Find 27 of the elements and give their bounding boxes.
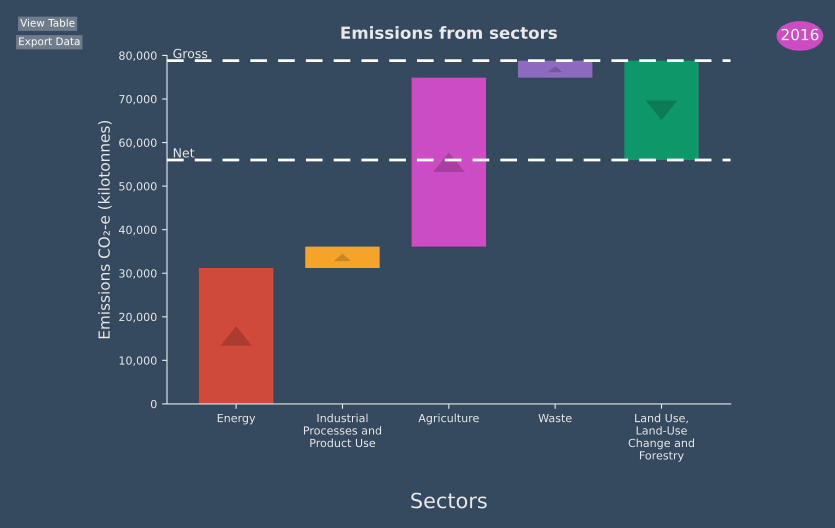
x-tick-label: Agriculture: [418, 414, 479, 424]
text: View Table: [20, 18, 75, 27]
y-tick-label: 20,000: [119, 312, 157, 322]
y-tick-label: 30,000: [119, 269, 157, 279]
y-tick-label: 40,000: [118, 226, 157, 236]
x-tick-label: Waste: [538, 414, 572, 422]
x-tick-label: Industrial Processes and Product Use: [304, 414, 382, 448]
y-tick-label: 50,000: [119, 182, 157, 192]
y-tick-label: 0: [150, 400, 157, 408]
y-tick-label: 70,000: [119, 94, 157, 105]
ref-line-label: Gross: [173, 48, 208, 58]
y-tick-label: 10,000: [120, 356, 157, 366]
text: 2016: [782, 28, 818, 40]
bar: [198, 268, 274, 404]
bar: [412, 78, 486, 247]
y-tick-label: 60,000: [119, 138, 157, 148]
bar: [624, 60, 699, 160]
ref-line-label: Net: [174, 148, 194, 158]
bar: [518, 60, 592, 78]
y-tick-label: 80,000: [119, 51, 157, 61]
x-tick-label: Land Use, Land-Use Change and Forestry: [628, 414, 694, 462]
text: Export Data: [19, 38, 80, 48]
y-axis-title: Emissions CO₂-e (kilotonnes): [98, 120, 112, 338]
chart-title: Emissions from sectors: [341, 26, 557, 40]
x-axis-title: Sectors: [411, 492, 487, 508]
x-tick-label: Energy: [218, 414, 256, 424]
bar: [305, 246, 380, 268]
